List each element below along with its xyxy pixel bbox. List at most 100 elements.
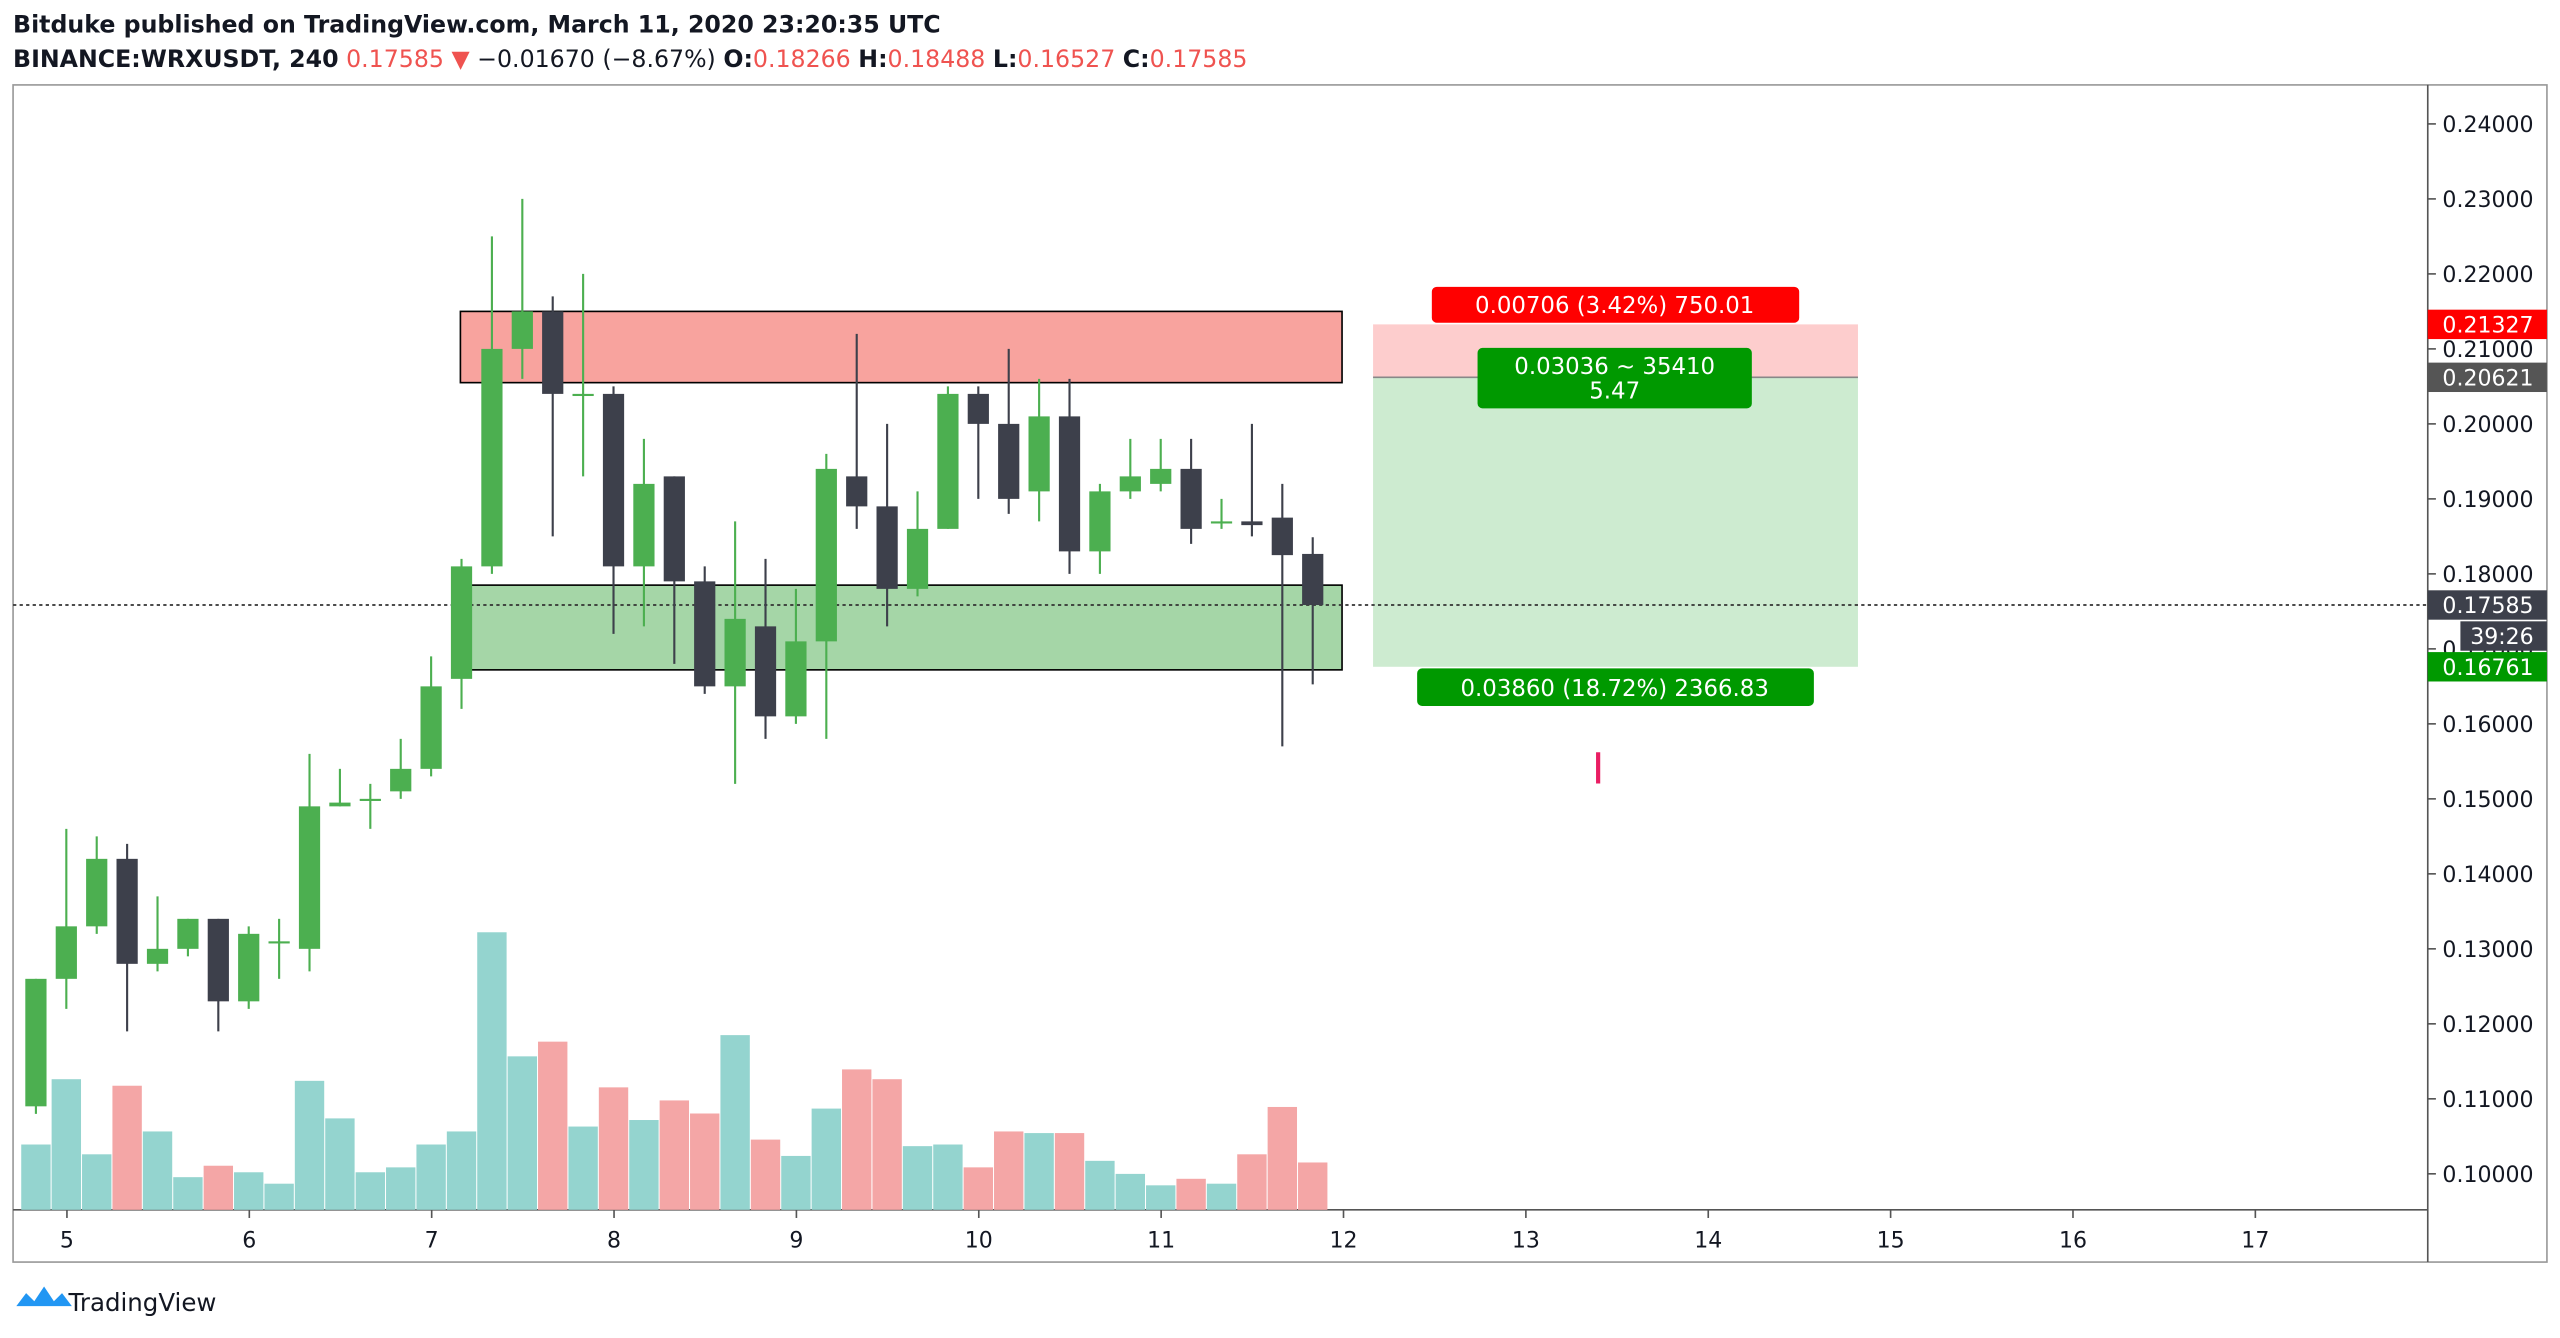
candle-body — [1241, 521, 1263, 526]
volume-bar — [1024, 1133, 1054, 1210]
y-tick-label: 0.14000 — [2442, 863, 2533, 888]
volume-bar — [416, 1144, 446, 1210]
x-tick-label: 17 — [2241, 1228, 2269, 1253]
y-tick-label: 0.22000 — [2442, 263, 2533, 288]
y-tick-label: 0.20000 — [2442, 413, 2533, 438]
ratio-value: 5.47 — [1589, 379, 1640, 405]
volume-bar — [690, 1113, 720, 1210]
x-tick-label: 16 — [2059, 1228, 2087, 1253]
y-tick-label: 0.12000 — [2442, 1013, 2533, 1038]
volume-bar — [781, 1155, 811, 1210]
candle-body — [420, 686, 442, 769]
candle-body — [298, 806, 321, 949]
volume-bar — [173, 1177, 203, 1210]
volume-bar — [446, 1131, 477, 1210]
volume-bar — [933, 1144, 963, 1210]
volume-bar — [750, 1139, 781, 1210]
volume-bar — [1206, 1183, 1237, 1210]
volume-bar — [1115, 1173, 1146, 1210]
y-tick-label: 0.15000 — [2442, 788, 2533, 813]
volume-bar — [1176, 1178, 1206, 1210]
candle-body — [146, 948, 169, 964]
candle-body — [1089, 491, 1111, 552]
candle-body — [1302, 553, 1324, 605]
target-label-bg — [1417, 668, 1814, 706]
reward-area — [1373, 377, 1858, 667]
candle-body — [25, 978, 47, 1107]
candle-body — [602, 393, 625, 567]
ratio-label-bg — [1477, 347, 1752, 409]
countdown-bg — [2460, 621, 2547, 651]
volume-bar — [386, 1167, 416, 1210]
candle-body — [846, 476, 868, 507]
candle-body — [481, 348, 503, 567]
y-tick-label: 0.13000 — [2442, 938, 2533, 963]
candle-body — [542, 311, 564, 394]
volume-bar — [234, 1172, 264, 1210]
x-tick-label: 6 — [242, 1228, 256, 1253]
volume-bar — [477, 932, 507, 1210]
candle-body — [116, 858, 138, 964]
volume-bar — [1085, 1160, 1115, 1210]
volume-bar — [112, 1085, 142, 1210]
candle-body — [177, 918, 199, 949]
ratio-label: 0.03036 ~ 35410 — [1514, 354, 1715, 380]
volume-bar — [264, 1183, 294, 1210]
volume-bar — [811, 1108, 842, 1210]
price-tag: 0.17585 — [2442, 594, 2533, 619]
candle-body — [207, 918, 229, 1002]
volume-bar — [21, 1144, 51, 1210]
candle-body — [785, 641, 807, 717]
stop-label: 0.00706 (3.42%) 750.01 — [1475, 293, 1754, 319]
candle-body — [906, 528, 929, 589]
volume-bar — [538, 1041, 568, 1210]
y-tick-label: 0.10000 — [2442, 1163, 2533, 1188]
candle-body — [1058, 416, 1081, 552]
y-tick-label: 0.18000 — [2442, 563, 2533, 588]
candle-body — [815, 468, 837, 642]
candle-body — [1210, 521, 1233, 524]
volume-bar — [325, 1118, 355, 1210]
x-tick-label: 13 — [1512, 1228, 1540, 1253]
x-tick-label: 5 — [60, 1228, 74, 1253]
price-tag-bg — [2427, 652, 2547, 682]
candle-body — [511, 311, 533, 349]
cursor: I — [1592, 746, 1605, 795]
x-tick-label: 11 — [1147, 1228, 1175, 1253]
volume-bar — [203, 1165, 234, 1210]
candle-body — [359, 798, 381, 801]
candle-body — [876, 506, 898, 589]
volume-bar — [82, 1154, 112, 1210]
candle-body — [450, 566, 473, 679]
candle-body — [1180, 468, 1202, 529]
volume-bar — [1146, 1185, 1176, 1210]
zone — [459, 310, 1343, 384]
price-tag-bg — [2427, 362, 2547, 393]
x-tick-label: 12 — [1329, 1228, 1357, 1253]
candle-body — [967, 393, 989, 424]
y-tick-label: 0.21000 — [2442, 338, 2533, 363]
candle-body — [55, 926, 77, 979]
price-tag: 0.21327 — [2442, 314, 2533, 339]
volume-bar — [902, 1146, 933, 1210]
volume-bar — [994, 1131, 1024, 1210]
volume-bar — [51, 1079, 82, 1210]
volume-bar — [842, 1069, 872, 1210]
x-tick-label: 15 — [1877, 1228, 1905, 1253]
y-tick-label: 0.19000 — [2442, 488, 2533, 513]
candle-body — [694, 581, 716, 687]
x-tick-label: 10 — [965, 1228, 993, 1253]
logo — [16, 1286, 72, 1307]
candle-body — [1271, 517, 1293, 556]
volume-bar — [963, 1167, 994, 1210]
volume-bar — [720, 1035, 750, 1210]
candle-body — [238, 933, 260, 1002]
volume-bar — [142, 1131, 173, 1210]
x-tick-label: 14 — [1694, 1228, 1722, 1253]
volume-bar — [872, 1079, 902, 1210]
candle-body — [390, 768, 412, 792]
candle-body — [724, 618, 746, 687]
volume-bar — [659, 1100, 690, 1210]
candle-body — [937, 393, 959, 529]
